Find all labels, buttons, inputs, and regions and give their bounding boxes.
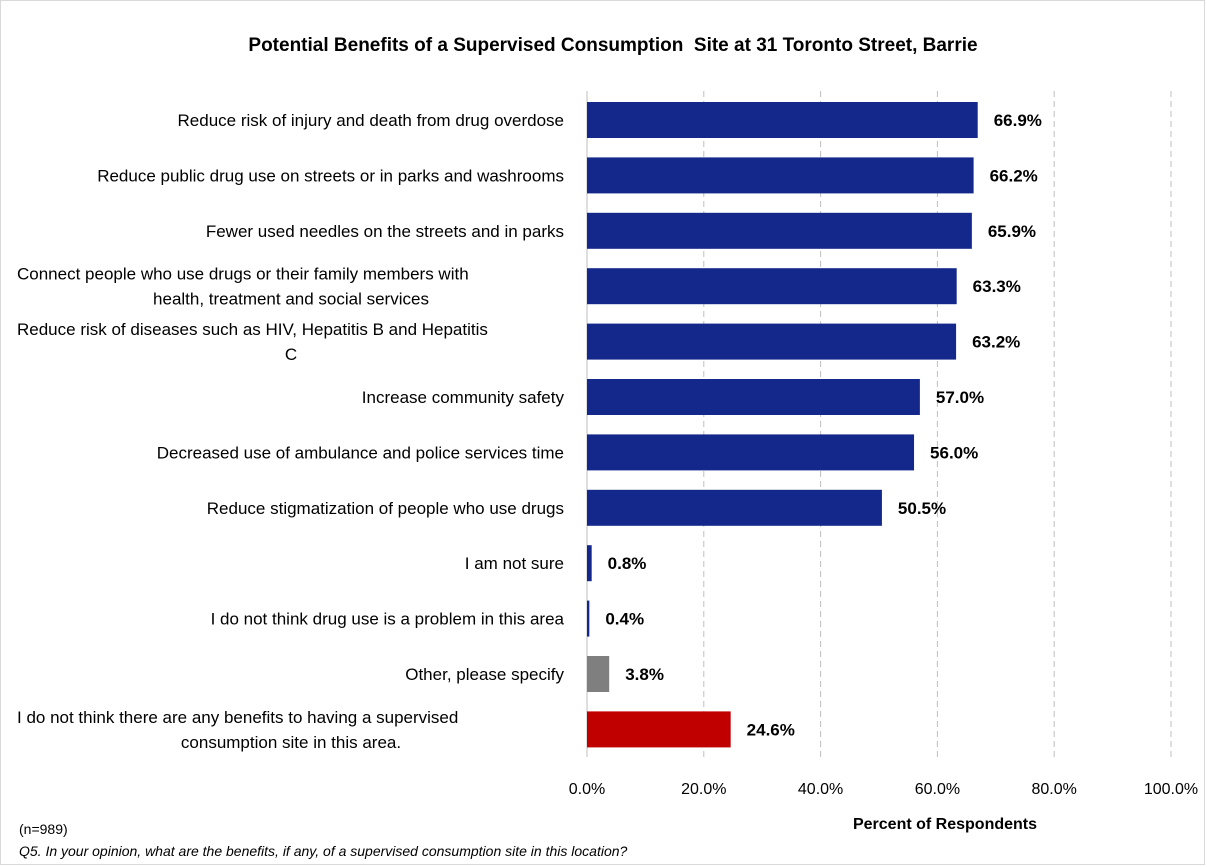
- x-axis-ticks: 0.0% 20.0% 40.0% 60.0% 80.0% 100.0%: [569, 781, 1198, 798]
- chart-title: Potential Benefits of a Supervised Consu…: [248, 35, 977, 56]
- bar: [587, 268, 957, 305]
- data-label: 65.9%: [988, 222, 1036, 241]
- data-labels: 66.9% 66.2% 65.9% 63.3% 63.2% 57.0% 56.0% 50.5%…: [605, 111, 1042, 739]
- category-label: I am not sure: [465, 554, 564, 573]
- data-label: 50.5%: [898, 499, 946, 518]
- data-label: 66.9%: [994, 111, 1042, 130]
- x-tick-label: 100.0%: [1144, 781, 1198, 798]
- x-tick-label: 60.0%: [915, 781, 960, 798]
- category-label: Fewer used needles on the streets and in…: [206, 222, 564, 241]
- bar: [587, 600, 590, 637]
- sample-size-note: (n=989): [19, 821, 68, 837]
- bar: [587, 489, 882, 526]
- bar: [587, 323, 957, 360]
- data-label: 63.3%: [973, 277, 1021, 296]
- data-label: 63.2%: [972, 333, 1020, 352]
- category-labels: Reduce risk of injury and death from dru…: [17, 111, 565, 752]
- bar: [587, 157, 974, 194]
- category-label: Reduce stigmatization of people who use …: [207, 499, 564, 518]
- data-label: 57.0%: [936, 388, 984, 407]
- bar: [587, 379, 920, 415]
- data-label: 3.8%: [625, 665, 664, 684]
- category-label: Reduce risk of injury and death from dru…: [178, 111, 564, 130]
- category-label: Connect people who use drugs or their fa…: [17, 265, 469, 309]
- category-label: Other, please specify: [405, 665, 564, 684]
- bar: [587, 102, 978, 138]
- category-label: I do not think drug use is a problem in …: [211, 610, 565, 629]
- bar: [587, 545, 592, 582]
- category-label: I do not think there are any benefits to…: [17, 708, 458, 752]
- data-label: 56.0%: [930, 443, 978, 462]
- bar: [587, 711, 731, 748]
- x-axis-title: Percent of Respondents: [853, 816, 1037, 833]
- x-tick-label: 20.0%: [681, 781, 726, 798]
- category-label: Reduce risk of diseases such as HIV, Hep…: [17, 320, 488, 364]
- question-note: Q5. In your opinion, what are the benefi…: [19, 843, 628, 859]
- bar: [587, 434, 915, 471]
- data-label: 0.8%: [608, 554, 647, 573]
- bars: [587, 102, 978, 748]
- category-label: Reduce public drug use on streets or in …: [97, 166, 564, 185]
- data-label: 0.4%: [605, 610, 644, 629]
- category-label: Decreased use of ambulance and police se…: [157, 443, 564, 462]
- x-tick-label: 0.0%: [569, 781, 605, 798]
- data-label: 66.2%: [990, 166, 1038, 185]
- x-tick-label: 80.0%: [1032, 781, 1077, 798]
- x-tick-label: 40.0%: [798, 781, 843, 798]
- bar: [587, 212, 972, 249]
- data-label: 24.6%: [747, 720, 795, 739]
- category-label: Increase community safety: [362, 388, 565, 407]
- bar: [587, 656, 610, 692]
- gridlines: [586, 91, 1172, 757]
